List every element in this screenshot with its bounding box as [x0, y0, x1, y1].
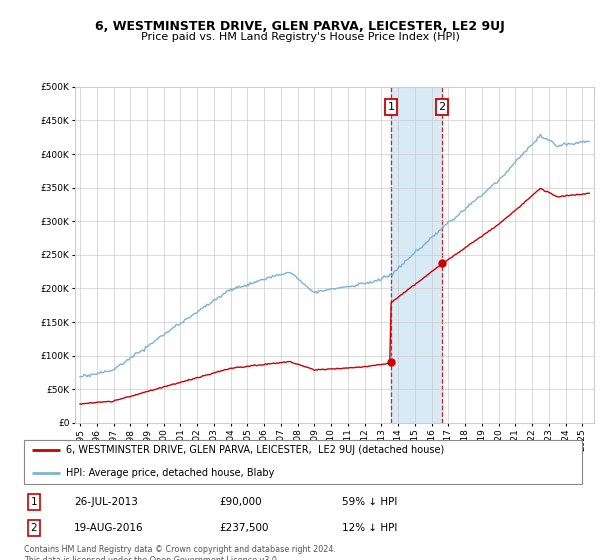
- Text: £90,000: £90,000: [220, 497, 262, 507]
- Text: 1: 1: [31, 497, 37, 507]
- Text: 59% ↓ HPI: 59% ↓ HPI: [342, 497, 397, 507]
- Text: Price paid vs. HM Land Registry's House Price Index (HPI): Price paid vs. HM Land Registry's House …: [140, 32, 460, 43]
- Text: 26-JUL-2013: 26-JUL-2013: [74, 497, 138, 507]
- Text: 2: 2: [31, 523, 37, 533]
- Text: £237,500: £237,500: [220, 523, 269, 533]
- FancyBboxPatch shape: [24, 440, 582, 484]
- Bar: [391, 87, 442, 423]
- Text: 6, WESTMINSTER DRIVE, GLEN PARVA, LEICESTER, LE2 9UJ: 6, WESTMINSTER DRIVE, GLEN PARVA, LEICES…: [95, 20, 505, 32]
- Text: 19-AUG-2016: 19-AUG-2016: [74, 523, 144, 533]
- Text: HPI: Average price, detached house, Blaby: HPI: Average price, detached house, Blab…: [66, 468, 274, 478]
- Text: 1: 1: [388, 102, 394, 112]
- Text: Contains HM Land Registry data © Crown copyright and database right 2024.
This d: Contains HM Land Registry data © Crown c…: [24, 545, 336, 560]
- Text: 6, WESTMINSTER DRIVE, GLEN PARVA, LEICESTER,  LE2 9UJ (detached house): 6, WESTMINSTER DRIVE, GLEN PARVA, LEICES…: [66, 445, 444, 455]
- Text: 12% ↓ HPI: 12% ↓ HPI: [342, 523, 397, 533]
- Text: 2: 2: [439, 102, 446, 112]
